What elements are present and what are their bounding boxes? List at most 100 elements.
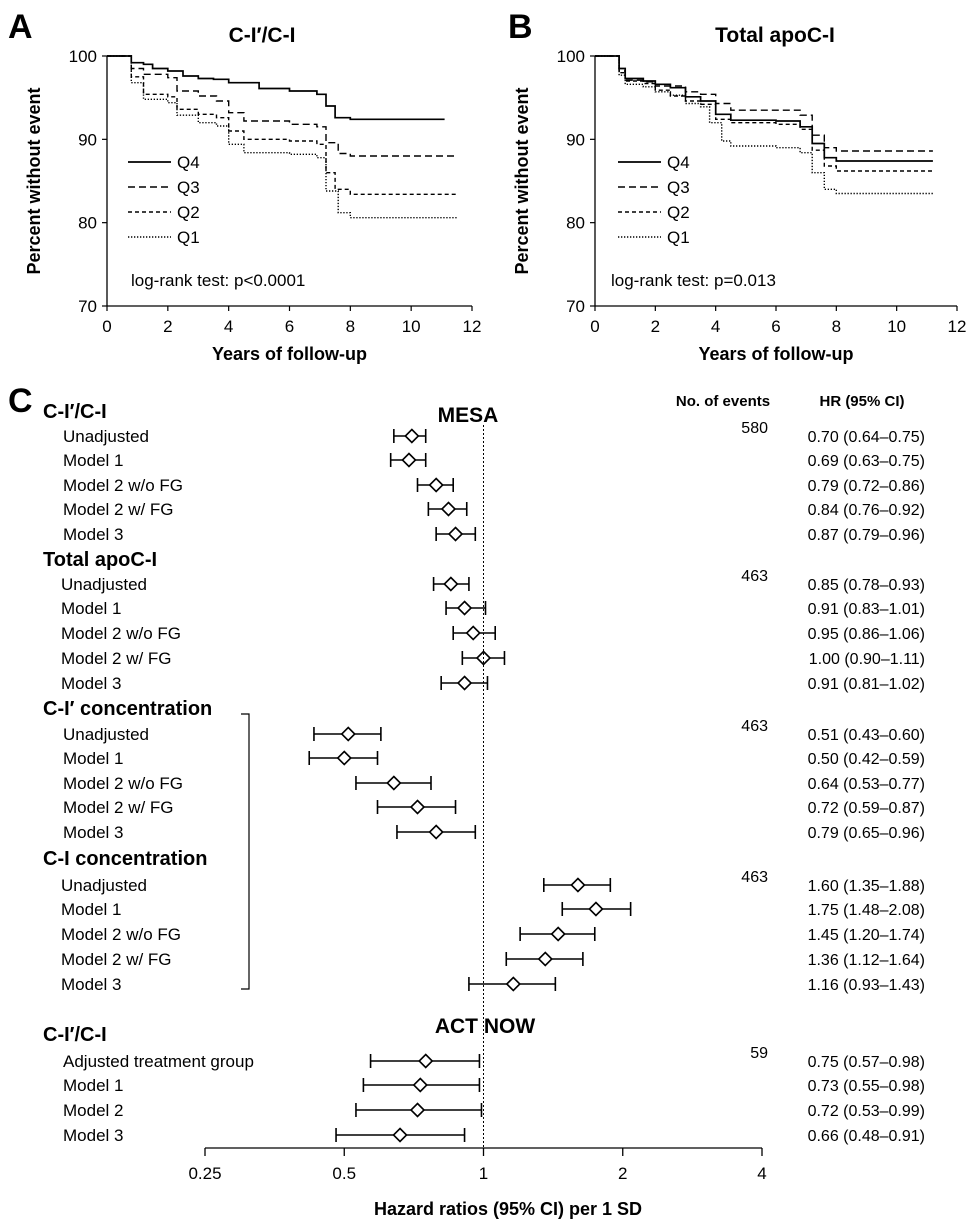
forest-x-tick-label: 2	[618, 1164, 627, 1183]
x-tick-label: 12	[948, 317, 967, 336]
panel-c: C No. of events HR (95% CI) MESA ACT NOW…	[8, 382, 925, 1219]
forest-x-tick-label: 0.25	[188, 1164, 221, 1183]
row-label: Model 2	[63, 1101, 123, 1120]
events-column-header: No. of events	[676, 393, 770, 410]
hr-ci-value: 0.69 (0.63–0.75)	[808, 453, 925, 470]
row-label: Unadjusted	[61, 575, 147, 594]
group-label: C-I′ concentration	[43, 698, 212, 720]
hr-ci-value: 1.60 (1.35–1.88)	[808, 878, 925, 895]
hr-ci-value: 0.66 (0.48–0.91)	[808, 1128, 925, 1145]
row-label: Model 2 w/o FG	[61, 624, 181, 643]
row-label: Model 2 w/ FG	[61, 950, 172, 969]
y-tick-label: 80	[78, 214, 97, 233]
x-tick-label: 10	[887, 317, 906, 336]
row-label: Adjusted treatment group	[63, 1052, 254, 1071]
hr-point-marker	[537, 951, 553, 967]
row-label: Unadjusted	[63, 725, 149, 744]
x-tick-label: 12	[463, 317, 482, 336]
hr-point-marker	[392, 1127, 408, 1143]
hr-point-marker	[443, 576, 459, 592]
hr-point-marker	[418, 1053, 434, 1069]
x-tick-label: 0	[102, 317, 111, 336]
x-axis-title: Years of follow-up	[212, 344, 367, 364]
events-count: 463	[741, 718, 768, 735]
x-tick-label: 6	[771, 317, 780, 336]
hr-ci-value: 0.91 (0.83–1.01)	[808, 601, 925, 618]
row-label: Unadjusted	[63, 427, 149, 446]
km-curve-q3	[595, 55, 933, 152]
hr-point-marker	[447, 526, 464, 542]
log-rank-annotation: log-rank test: p=0.013	[611, 271, 776, 290]
row-label: Model 3	[61, 674, 121, 693]
cohort-label-act-now: ACT NOW	[435, 1015, 535, 1038]
hr-ci-value: 0.72 (0.59–0.87)	[808, 800, 925, 817]
legend-label-q4: Q4	[177, 153, 200, 172]
hr-point-marker	[428, 824, 444, 840]
hr-ci-value: 0.85 (0.78–0.93)	[808, 577, 925, 594]
hr-ci-value: 0.87 (0.79–0.96)	[808, 527, 925, 544]
legend-label-q2: Q2	[667, 203, 690, 222]
panel-a-letter: A	[8, 8, 33, 46]
hr-ci-value: 0.84 (0.76–0.92)	[808, 502, 925, 519]
x-tick-label: 4	[711, 317, 720, 336]
km-curve-q4	[107, 55, 445, 121]
y-tick-label: 90	[78, 130, 97, 149]
row-label: Model 2 w/o FG	[63, 476, 183, 495]
y-tick-label: 80	[566, 214, 585, 233]
forest-x-tick-label: 1	[479, 1164, 488, 1183]
panel-a-title: C-I′/C-I	[229, 24, 296, 47]
y-tick-label: 70	[78, 297, 97, 316]
x-tick-label: 6	[285, 317, 294, 336]
row-label: Model 2 w/o FG	[63, 774, 183, 793]
x-tick-label: 2	[651, 317, 660, 336]
hr-ci-value: 0.79 (0.65–0.96)	[808, 825, 925, 842]
row-label: Model 1	[63, 1076, 123, 1095]
hr-ci-value: 1.75 (1.48–2.08)	[808, 902, 925, 919]
events-count: 580	[741, 420, 768, 437]
y-tick-label: 100	[557, 47, 585, 66]
hr-ci-value: 0.51 (0.43–0.60)	[808, 727, 925, 744]
legend-label-q2: Q2	[177, 203, 200, 222]
hr-ci-value: 0.72 (0.53–0.99)	[808, 1103, 925, 1120]
group-label: C-I′/C-I	[43, 401, 107, 423]
km-curve-q1	[107, 55, 457, 219]
group-label: C-I concentration	[43, 848, 207, 870]
hr-point-marker	[404, 428, 420, 444]
hr-point-marker	[505, 976, 521, 992]
legend-label-q1: Q1	[177, 228, 200, 247]
hr-ci-value: 0.79 (0.72–0.86)	[808, 478, 925, 495]
y-axis-title: Percent without event	[24, 87, 44, 274]
hr-ci-value: 0.64 (0.53–0.77)	[808, 776, 925, 793]
hr-point-marker	[440, 501, 457, 517]
km-curve-q1	[595, 55, 933, 195]
km-curve-q2	[595, 55, 933, 172]
hr-point-marker	[336, 750, 352, 766]
hr-point-marker	[386, 775, 402, 791]
y-axis-title: Percent without event	[512, 87, 532, 274]
hr-point-marker	[401, 452, 417, 468]
legend-label-q4: Q4	[667, 153, 690, 172]
events-count: 463	[741, 568, 768, 585]
hr-ci-value: 1.36 (1.12–1.64)	[808, 952, 925, 969]
forest-x-tick-label: 4	[757, 1164, 766, 1183]
hr-ci-value: 0.70 (0.64–0.75)	[808, 429, 925, 446]
y-tick-label: 100	[69, 47, 97, 66]
forest-x-tick-label: 0.5	[332, 1164, 356, 1183]
row-label: Model 3	[61, 975, 121, 994]
row-label: Model 2 w/ FG	[63, 500, 174, 519]
x-tick-label: 4	[224, 317, 233, 336]
x-tick-label: 10	[402, 317, 421, 336]
x-tick-label: 2	[163, 317, 172, 336]
hr-point-marker	[588, 901, 604, 917]
panel-b: B Total apoC-I 70 80 90 100 0 2 4 6 8 10 12 Years o…	[508, 8, 966, 364]
hr-point-marker	[412, 1077, 428, 1093]
hr-point-marker	[428, 477, 444, 493]
events-count: 59	[750, 1045, 768, 1062]
row-label: Model 1	[63, 451, 123, 470]
x-tick-label: 8	[832, 317, 841, 336]
row-label: Model 3	[63, 1126, 123, 1145]
hr-ci-value: 0.50 (0.42–0.59)	[808, 751, 925, 768]
y-tick-label: 70	[566, 297, 585, 316]
y-tick-label: 90	[566, 130, 585, 149]
